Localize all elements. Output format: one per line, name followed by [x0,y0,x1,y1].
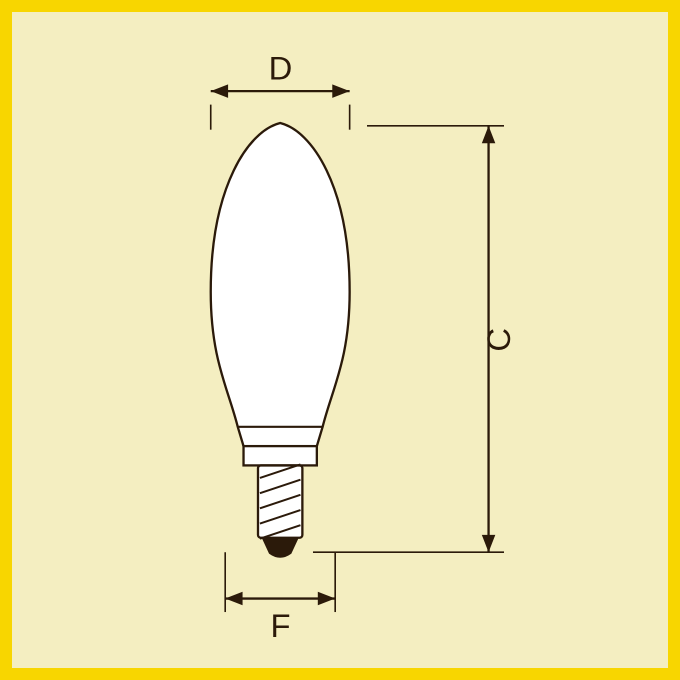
diagram-canvas: D F C [12,12,668,668]
dim-F-label: F [271,607,291,644]
dim-C-label: C [480,328,517,352]
bulb-collar [244,446,317,465]
diagram-frame: D F C [0,0,680,680]
bulb-dimension-diagram: D F C [12,12,668,668]
bulb-contact-tip [262,538,298,557]
dim-D-label: D [269,50,293,87]
bulb-glass [211,123,350,446]
